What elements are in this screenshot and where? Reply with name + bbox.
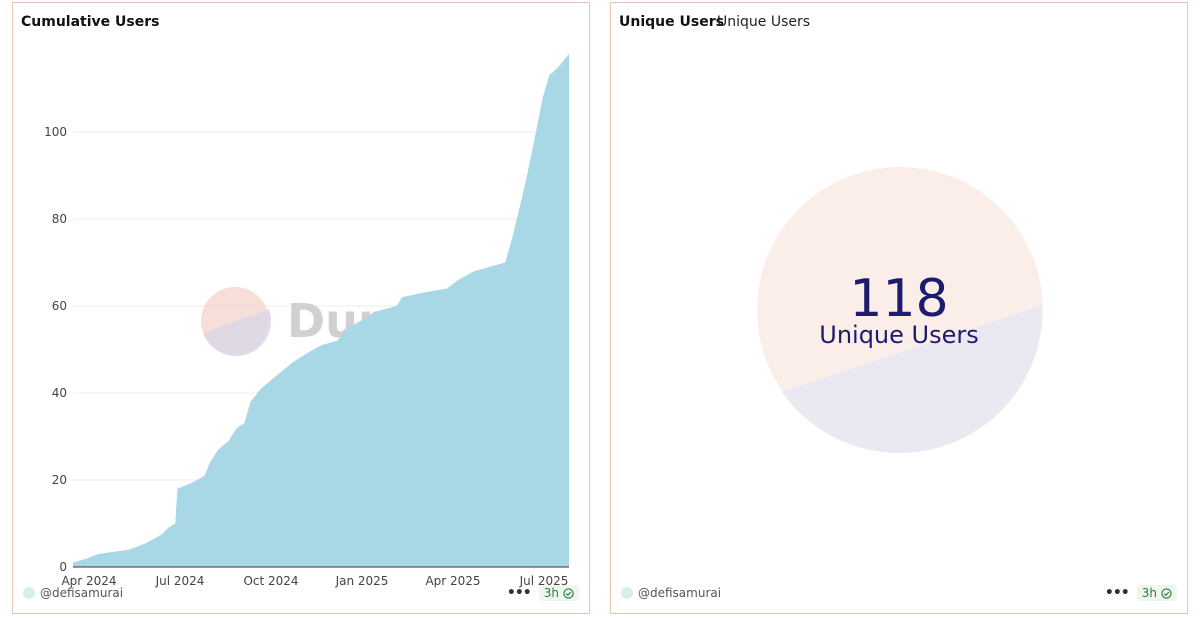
panel-title: Unique Users — [619, 14, 724, 30]
cumulative-users-panel: Cumulative Users Dune 0 20 40 60 80 100 Apr 2… — [12, 2, 590, 614]
x-tick-label: Jan 2025 — [335, 574, 389, 588]
area-series-cumulative-users — [73, 53, 569, 567]
panel-footer: @defisamurai ••• 3h — [23, 585, 579, 604]
check-circle-icon — [1161, 587, 1172, 599]
freshness-age: 3h — [543, 586, 559, 600]
x-axis-ticks: Apr 2024 Jul 2024 Oct 2024 Jan 2025 Apr 2025… — [61, 574, 568, 588]
more-options-icon[interactable]: ••• — [1104, 585, 1130, 601]
y-tick-label: 60 — [52, 299, 67, 313]
y-axis-ticks: 0 20 40 60 80 100 — [44, 125, 67, 574]
panel-actions: ••• 3h — [507, 585, 579, 601]
avatar — [621, 587, 633, 599]
y-tick-label: 100 — [44, 125, 67, 139]
x-tick-label: Apr 2024 — [61, 574, 116, 588]
freshness-age: 3h — [1141, 586, 1157, 600]
x-tick-label: Apr 2025 — [425, 574, 480, 588]
avatar — [23, 587, 35, 599]
panel-actions: ••• 3h — [1105, 585, 1177, 601]
counter-background — [757, 167, 1043, 453]
y-tick-label: 80 — [52, 212, 67, 226]
freshness-badge[interactable]: 3h — [538, 585, 579, 601]
counter-circle-shade — [782, 305, 1043, 453]
author[interactable]: @defisamurai — [621, 586, 721, 600]
y-tick-label: 0 — [59, 560, 67, 574]
more-options-icon[interactable]: ••• — [506, 585, 532, 601]
author-name: @defisamurai — [638, 586, 722, 600]
check-circle-icon — [563, 587, 574, 599]
x-tick-label: Oct 2024 — [243, 574, 298, 588]
counter-label: Unique Users — [819, 321, 979, 349]
panel-footer: @defisamurai ••• 3h — [621, 585, 1177, 604]
panel-title: Cumulative Users — [21, 14, 160, 30]
y-tick-label: 40 — [52, 386, 67, 400]
author[interactable]: @defisamurai — [23, 586, 123, 600]
y-tick-label: 20 — [52, 473, 67, 487]
counter-value: 118 — [849, 269, 949, 329]
freshness-badge[interactable]: 3h — [1136, 585, 1177, 601]
unique-users-panel: Unique Users Unique Users 118 Unique Use… — [610, 2, 1188, 614]
watermark-logo-shade — [203, 309, 272, 357]
x-tick-label: Jul 2025 — [519, 574, 569, 588]
panel-subtitle: Unique Users — [717, 14, 811, 30]
x-tick-label: Jul 2024 — [155, 574, 205, 588]
author-name: @defisamurai — [40, 586, 124, 600]
